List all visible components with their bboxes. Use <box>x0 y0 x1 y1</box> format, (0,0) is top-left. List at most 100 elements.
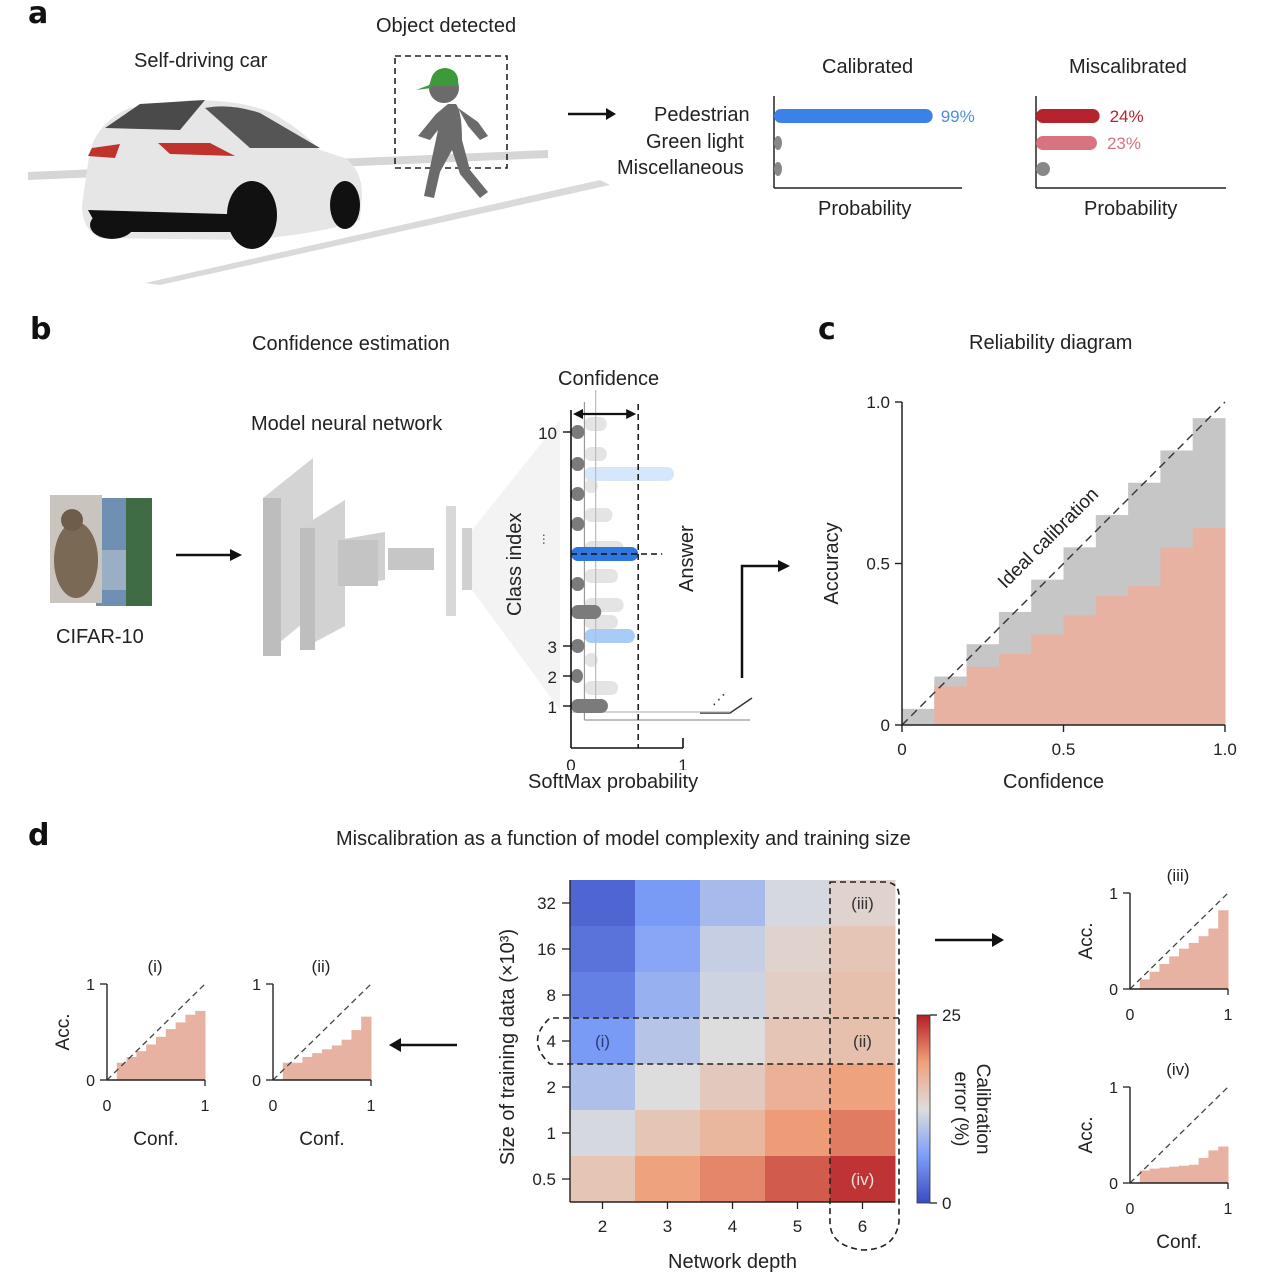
colorbar-tick-label: 0 <box>942 1194 951 1213</box>
x-tick-label: 1 <box>678 756 687 770</box>
accuracy-bar <box>966 666 1000 725</box>
ghost-bar <box>584 681 619 695</box>
mini-bar <box>195 1010 206 1080</box>
softmax-bar <box>571 487 585 501</box>
ghost-bar <box>584 508 613 522</box>
heatmap-cell <box>635 1156 701 1203</box>
class-label-green-light: Green light <box>646 131 744 153</box>
colorbar <box>916 1014 931 1204</box>
y-tick-label: 1.0 <box>866 393 890 412</box>
y-tick-label: 0.5 <box>866 555 890 574</box>
accuracy-bar <box>1128 586 1161 725</box>
probability-bars-chart: 99% 24% 23% <box>773 96 1226 189</box>
heatmap-y-tick-label: 4 <box>547 1032 556 1051</box>
mini-bar <box>165 1029 177 1080</box>
panel-b-letter: b <box>30 312 52 347</box>
heatmap-y-tick-label: 0.5 <box>532 1170 556 1189</box>
dataset-label: CIFAR-10 <box>56 626 144 648</box>
mini-ylabel: Acc. <box>1076 923 1097 960</box>
mini-bar <box>1139 1170 1151 1183</box>
calibrated-bar <box>774 109 933 123</box>
heatmap-cell <box>570 926 636 973</box>
heatmap-cell <box>635 880 701 927</box>
heatmap-cell <box>570 880 636 927</box>
miscalibrated-bar <box>1036 162 1050 176</box>
softmax-bar <box>571 669 583 683</box>
detection-box <box>394 55 508 169</box>
mini-bar <box>1159 964 1170 989</box>
panel-d-letter: d <box>28 818 50 853</box>
mini-bar <box>185 1014 196 1080</box>
reliability-title: Reliability diagram <box>969 332 1133 354</box>
network-label: Model neural network <box>251 413 443 435</box>
answer-label: Answer <box>676 525 698 592</box>
heatmap-cell <box>830 1110 896 1157</box>
mini-bar <box>1198 1158 1209 1183</box>
accuracy-bar <box>1031 634 1064 725</box>
mini-y-tick-label: 1 <box>252 977 261 994</box>
y-tick-ellipsis: ... <box>540 533 556 545</box>
mini-y-tick-label: 1 <box>86 977 95 994</box>
selection-col-6 <box>829 881 900 1251</box>
mini-bar <box>1179 948 1190 989</box>
mini-bar <box>1159 1167 1170 1183</box>
heatmap-cell <box>765 1110 831 1157</box>
mini-xlabel: Conf. <box>1156 1232 1201 1253</box>
mini-ideal-line <box>1129 892 1229 990</box>
road-line-front <box>145 180 610 285</box>
heatmap-x-tick-label: 5 <box>793 1217 802 1236</box>
mini-ideal-line <box>272 983 372 1081</box>
heatmap-cell <box>700 880 766 927</box>
mini-chart-i: (i) 1 00 1 Acc. Conf. <box>53 957 210 1150</box>
reliability-xlabel: Confidence <box>1003 771 1105 793</box>
axis-turn-arrow: ⋰ <box>700 560 790 714</box>
confidence-estimation-title: Confidence estimation <box>252 333 450 355</box>
mini-bar <box>1198 936 1209 989</box>
mini-bar <box>1208 928 1219 989</box>
mini-bar <box>1149 971 1160 989</box>
mini-chart-iii: (iii) 1 00 1 Acc. <box>1076 866 1233 1024</box>
class-label-misc: Miscellaneous <box>617 157 744 179</box>
svg-text:⋰: ⋰ <box>712 691 726 707</box>
accuracy-bar <box>1063 615 1097 725</box>
mini-y-tick-label: 1 <box>1109 886 1118 903</box>
mini-chart-ii: (ii) 1 00 1 Conf. <box>252 957 376 1150</box>
calibrated-bar <box>774 136 782 150</box>
ideal-line <box>901 401 1226 726</box>
x-tick-label: 0 <box>897 740 906 759</box>
car-icon <box>82 100 362 249</box>
heatmap-cell <box>570 972 636 1019</box>
colorbar-label-line2: error (%) <box>950 1072 971 1147</box>
mini-bar <box>126 1056 137 1080</box>
mini-title: (ii) <box>312 957 331 976</box>
calibrated-xlabel: Probability <box>818 198 912 220</box>
accuracy-ylabel: Accuracy <box>821 522 843 604</box>
mini-bar <box>1218 1146 1229 1183</box>
accuracy-bar <box>1160 547 1194 725</box>
x-tick-label: 0.5 <box>1052 740 1076 759</box>
mini-y-tick-label: 1 <box>1109 1080 1118 1097</box>
y-tick-label: 1 <box>548 698 557 717</box>
heatmap-cell <box>830 972 896 1019</box>
heatmap-cell <box>700 1110 766 1157</box>
mini-y-tick-label: 0 <box>252 1073 261 1090</box>
heatmap-cell <box>635 972 701 1019</box>
heatmap-x-tick-label: 6 <box>858 1217 867 1236</box>
miscalibrated-bar-label: 23% <box>1107 134 1141 153</box>
mini-bar <box>156 1036 167 1080</box>
miscalibrated-xlabel: Probability <box>1084 198 1178 220</box>
mini-x-tick-label: 1 <box>367 1098 376 1115</box>
heatmap-y-tick-label: 2 <box>547 1078 556 1097</box>
mini-title: (iii) <box>1167 866 1190 885</box>
x-tick-label: 0 <box>566 756 575 770</box>
heatmap-y-tick-label: 16 <box>537 940 556 959</box>
heatmap-ylabel: Size of training data (×10³) <box>497 929 519 1165</box>
mini-bar <box>1149 1168 1160 1183</box>
heatmap-cell <box>765 926 831 973</box>
mini-x-tick-label: 0 <box>103 1098 112 1115</box>
mini-bar <box>1188 1164 1200 1183</box>
softmax-bar <box>571 517 585 531</box>
heatmap-cell <box>830 1064 896 1111</box>
heatmap-x-tick-label: 3 <box>663 1217 672 1236</box>
